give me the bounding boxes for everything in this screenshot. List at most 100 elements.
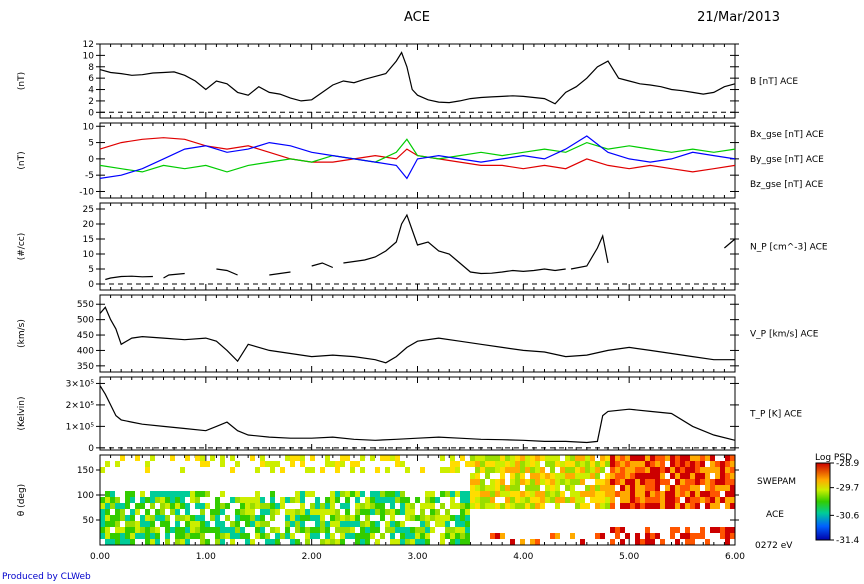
heatmap-cell bbox=[525, 497, 530, 503]
heatmap-cell bbox=[135, 533, 140, 539]
heatmap-cell bbox=[270, 527, 275, 533]
heatmap-cell bbox=[295, 521, 300, 527]
heatmap-cell bbox=[335, 509, 340, 515]
heatmap-cell bbox=[600, 467, 605, 473]
heatmap-cell bbox=[300, 521, 305, 527]
heatmap-cell bbox=[400, 491, 405, 497]
heatmap-cell bbox=[100, 521, 105, 527]
heatmap-cell bbox=[455, 521, 460, 527]
heatmap-cell bbox=[595, 473, 600, 479]
heatmap-cell bbox=[520, 491, 525, 497]
heatmap-cell bbox=[615, 527, 620, 533]
heatmap-cell bbox=[550, 461, 555, 467]
heatmap bbox=[100, 455, 735, 545]
heatmap-cell bbox=[395, 497, 400, 503]
heatmap-cell bbox=[625, 533, 630, 539]
heatmap-cell bbox=[535, 479, 540, 485]
heatmap-cell bbox=[540, 497, 545, 503]
heatmap-cell bbox=[515, 485, 520, 491]
heatmap-cell bbox=[355, 521, 360, 527]
heatmap-cell bbox=[330, 503, 335, 509]
heatmap-cell bbox=[630, 485, 635, 491]
heatmap-cell bbox=[205, 491, 210, 497]
heatmap-cell bbox=[495, 461, 500, 467]
heatmap-cell bbox=[330, 509, 335, 515]
heatmap-cell bbox=[425, 491, 430, 497]
y-axis-label: (#/cc) bbox=[17, 233, 27, 261]
heatmap-cell bbox=[350, 515, 355, 521]
heatmap-cell bbox=[575, 473, 580, 479]
heatmap-cell bbox=[635, 503, 640, 509]
heatmap-cell bbox=[315, 509, 320, 515]
heatmap-cell bbox=[105, 491, 110, 497]
heatmap-cell bbox=[300, 515, 305, 521]
y-axis-label: (nT) bbox=[17, 72, 27, 90]
heatmap-cell bbox=[160, 491, 165, 497]
heatmap-cell bbox=[275, 539, 280, 545]
x-tick-label: 4.00 bbox=[513, 552, 533, 562]
heatmap-cell bbox=[215, 497, 220, 503]
heatmap-cell bbox=[675, 467, 680, 473]
heatmap-cell bbox=[480, 455, 485, 461]
heatmap-cell bbox=[560, 461, 565, 467]
heatmap-cell bbox=[285, 455, 290, 461]
heatmap-cell bbox=[200, 527, 205, 533]
heatmap-cell bbox=[250, 497, 255, 503]
heatmap-cell bbox=[235, 497, 240, 503]
heatmap-cell bbox=[570, 461, 575, 467]
y-tick-label: 150 bbox=[77, 466, 94, 476]
heatmap-cell bbox=[620, 479, 625, 485]
heatmap-cell bbox=[110, 533, 115, 539]
heatmap-cell bbox=[450, 503, 455, 509]
heatmap-cell bbox=[375, 503, 380, 509]
heatmap-cell bbox=[515, 479, 520, 485]
heatmap-cell bbox=[345, 515, 350, 521]
heatmap-cell bbox=[185, 539, 190, 545]
heatmap-cell bbox=[615, 473, 620, 479]
heatmap-cell bbox=[120, 533, 125, 539]
heatmap-cell bbox=[145, 509, 150, 515]
heatmap-cell bbox=[240, 515, 245, 521]
heatmap-cell bbox=[580, 461, 585, 467]
heatmap-cell bbox=[720, 461, 725, 467]
heatmap-cell bbox=[170, 497, 175, 503]
heatmap-cell bbox=[355, 533, 360, 539]
heatmap-cell bbox=[655, 497, 660, 503]
y-tick-label: 2 bbox=[88, 97, 94, 107]
heatmap-cell bbox=[130, 533, 135, 539]
heatmap-cell bbox=[730, 479, 735, 485]
heatmap-cell bbox=[530, 485, 535, 491]
heatmap-cell bbox=[140, 503, 145, 509]
heatmap-cell bbox=[240, 503, 245, 509]
heatmap-cell bbox=[395, 509, 400, 515]
heatmap-cell bbox=[150, 497, 155, 503]
heatmap-cell bbox=[305, 515, 310, 521]
heatmap-cell bbox=[260, 533, 265, 539]
heatmap-cell bbox=[620, 491, 625, 497]
heatmap-cell bbox=[390, 503, 395, 509]
heatmap-cell bbox=[275, 503, 280, 509]
heatmap-cell bbox=[315, 497, 320, 503]
heatmap-cell bbox=[220, 521, 225, 527]
heatmap-cell bbox=[285, 497, 290, 503]
heatmap-cell bbox=[645, 527, 650, 533]
heatmap-cell bbox=[140, 521, 145, 527]
heatmap-cell bbox=[545, 461, 550, 467]
heatmap-cell bbox=[360, 455, 365, 461]
heatmap-cell bbox=[150, 533, 155, 539]
heatmap-cell bbox=[260, 461, 265, 467]
legend-label: Bz_gse [nT] ACE bbox=[750, 180, 824, 190]
heatmap-cell bbox=[120, 509, 125, 515]
heatmap-cell bbox=[680, 485, 685, 491]
heatmap-cell bbox=[260, 521, 265, 527]
heatmap-cell bbox=[365, 503, 370, 509]
colorbar-title: Log PSD bbox=[815, 453, 852, 463]
heatmap-cell bbox=[505, 503, 510, 509]
heatmap-cell bbox=[105, 461, 110, 467]
heatmap-cell bbox=[550, 497, 555, 503]
heatmap-cell bbox=[160, 497, 165, 503]
heatmap-cell bbox=[680, 491, 685, 497]
heatmap-cell bbox=[325, 497, 330, 503]
heatmap-cell bbox=[465, 503, 470, 509]
heatmap-cell bbox=[515, 461, 520, 467]
